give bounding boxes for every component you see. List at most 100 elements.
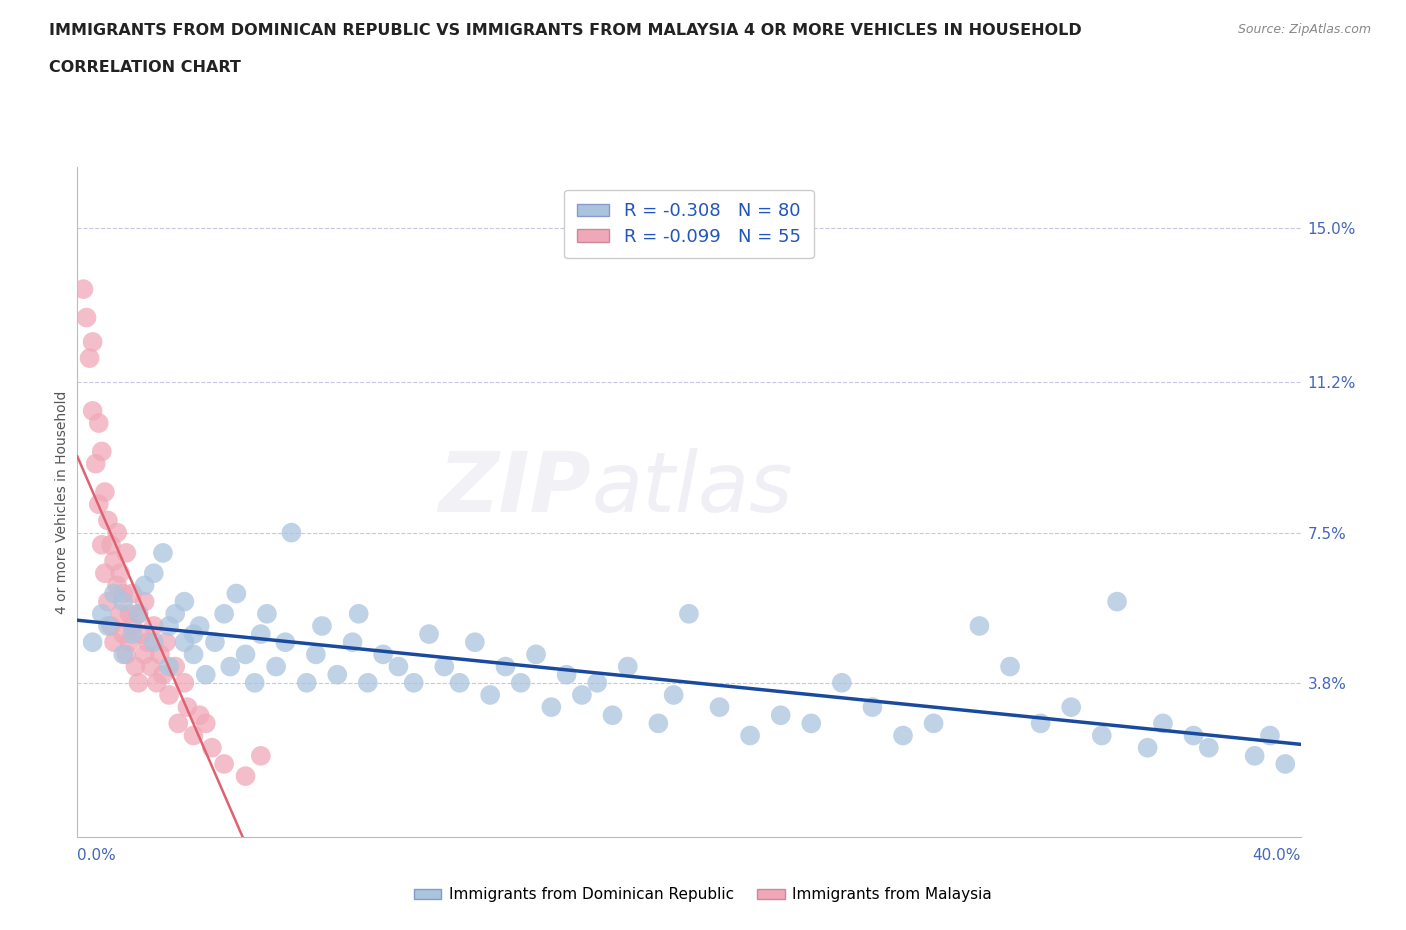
Point	[449, 675, 471, 690]
Point	[87, 497, 110, 512]
Point	[118, 635, 141, 650]
Point	[142, 565, 165, 580]
Point	[495, 659, 517, 674]
Point	[131, 627, 153, 642]
Point	[418, 627, 440, 642]
Point	[274, 635, 297, 650]
Point	[82, 335, 104, 350]
Point	[617, 659, 640, 674]
Point	[124, 659, 146, 674]
Point	[1243, 749, 1265, 764]
Point	[183, 647, 205, 662]
Point	[280, 525, 302, 540]
Point	[571, 687, 593, 702]
Point	[1029, 716, 1052, 731]
Legend: Immigrants from Dominican Republic, Immigrants from Malaysia: Immigrants from Dominican Republic, Immi…	[408, 882, 998, 909]
Point	[152, 667, 174, 682]
Point	[800, 716, 823, 731]
Point	[1136, 740, 1159, 755]
Point	[387, 659, 409, 674]
Point	[1274, 756, 1296, 771]
Point	[103, 635, 125, 650]
Point	[464, 635, 486, 650]
Point	[100, 618, 122, 633]
Point	[94, 565, 117, 580]
Point	[173, 675, 195, 690]
Point	[479, 687, 502, 702]
Point	[157, 659, 180, 674]
Point	[256, 606, 278, 621]
Point	[212, 606, 235, 621]
Point	[100, 538, 122, 552]
Point	[155, 635, 177, 650]
Point	[128, 675, 150, 690]
Text: atlas: atlas	[591, 448, 793, 529]
Point	[1152, 716, 1174, 731]
Point	[769, 708, 792, 723]
Point	[82, 404, 104, 418]
Point	[90, 606, 112, 621]
Point	[134, 578, 156, 592]
Point	[115, 546, 138, 561]
Point	[194, 716, 217, 731]
Point	[121, 618, 143, 633]
Point	[112, 647, 135, 662]
Point	[1198, 740, 1220, 755]
Point	[342, 635, 364, 650]
Point	[555, 667, 578, 682]
Point	[157, 618, 180, 633]
Point	[235, 647, 257, 662]
Point	[183, 627, 205, 642]
Point	[433, 659, 456, 674]
Point	[115, 647, 138, 662]
Point	[79, 351, 101, 365]
Point	[82, 635, 104, 650]
Point	[1258, 728, 1281, 743]
Point	[1107, 594, 1129, 609]
Point	[602, 708, 624, 723]
Point	[176, 699, 198, 714]
Point	[250, 627, 273, 642]
Text: 40.0%: 40.0%	[1253, 848, 1301, 863]
Point	[891, 728, 914, 743]
Point	[678, 606, 700, 621]
Point	[295, 675, 318, 690]
Point	[183, 728, 205, 743]
Point	[173, 594, 195, 609]
Point	[831, 675, 853, 690]
Point	[121, 627, 143, 642]
Point	[90, 444, 112, 458]
Point	[108, 565, 131, 580]
Point	[103, 553, 125, 568]
Point	[105, 525, 128, 540]
Point	[128, 606, 150, 621]
Point	[105, 578, 128, 592]
Point	[540, 699, 562, 714]
Point	[112, 627, 135, 642]
Point	[1060, 699, 1083, 714]
Point	[84, 457, 107, 472]
Point	[647, 716, 669, 731]
Point	[134, 647, 156, 662]
Point	[586, 675, 609, 690]
Point	[998, 659, 1021, 674]
Text: IMMIGRANTS FROM DOMINICAN REPUBLIC VS IMMIGRANTS FROM MALAYSIA 4 OR MORE VEHICLE: IMMIGRANTS FROM DOMINICAN REPUBLIC VS IM…	[49, 23, 1083, 38]
Point	[194, 667, 217, 682]
Point	[371, 647, 394, 662]
Y-axis label: 4 or more Vehicles in Household: 4 or more Vehicles in Household	[55, 391, 69, 614]
Point	[922, 716, 945, 731]
Point	[87, 416, 110, 431]
Point	[149, 647, 172, 662]
Point	[112, 594, 135, 609]
Point	[152, 546, 174, 561]
Legend: R = -0.308   N = 80, R = -0.099   N = 55: R = -0.308 N = 80, R = -0.099 N = 55	[564, 190, 814, 259]
Point	[94, 485, 117, 499]
Point	[76, 310, 98, 325]
Point	[167, 716, 190, 731]
Point	[142, 635, 165, 650]
Point	[524, 647, 547, 662]
Point	[357, 675, 380, 690]
Point	[134, 594, 156, 609]
Point	[201, 740, 224, 755]
Point	[90, 538, 112, 552]
